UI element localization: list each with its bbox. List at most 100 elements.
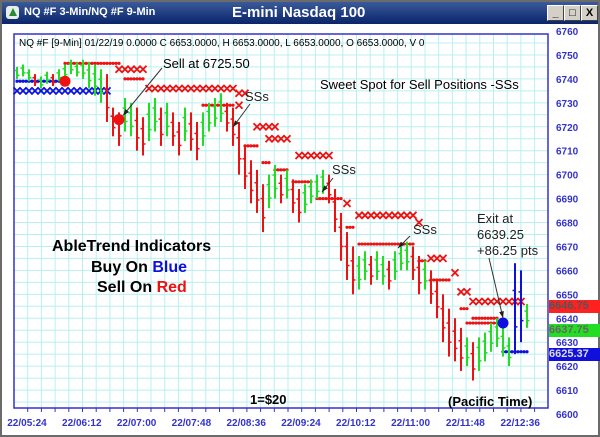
minimize-button[interactable]: _	[547, 5, 564, 21]
stop-x-mark	[204, 84, 214, 93]
stop-x-mark	[474, 297, 484, 306]
x-tick-label: 22/09:24	[281, 418, 321, 429]
stop-dot	[483, 316, 487, 320]
y-tick-label: 6620	[556, 362, 579, 373]
stop-x-mark	[264, 122, 274, 131]
stop-x-mark	[450, 268, 460, 277]
y-tick-label: 6660	[556, 266, 579, 277]
stop-x-mark	[486, 297, 496, 306]
stop-dot	[84, 61, 88, 65]
stop-x-mark	[222, 84, 232, 93]
stop-x-mark	[216, 84, 226, 93]
y-tick-label: 6670	[556, 242, 579, 253]
stop-x-mark	[78, 86, 88, 95]
y-tick-label: 6640	[556, 314, 579, 325]
stop-dot	[369, 242, 373, 246]
stop-x-mark	[390, 211, 400, 220]
stop-dot	[318, 196, 322, 201]
stop-dot	[252, 144, 256, 148]
stop-dot	[492, 316, 496, 320]
stop-dot	[108, 61, 112, 65]
maximize-button[interactable]: □	[564, 5, 581, 21]
stop-dot	[525, 350, 529, 354]
legend-buy: Buy On Blue	[91, 259, 187, 277]
stop-x-mark	[306, 151, 316, 160]
sweet-spot-annotation: Sweet Spot for Sell Positions -SSs	[320, 77, 519, 92]
chart-title: E-mini Nasdaq 100	[232, 4, 366, 21]
stop-dot	[93, 61, 97, 65]
stop-dot	[375, 242, 379, 246]
stop-dot	[24, 79, 28, 83]
stop-dot	[300, 180, 304, 184]
stop-dot	[351, 225, 355, 229]
stop-dot	[297, 180, 301, 184]
exit-arrow-head	[499, 311, 504, 318]
x-tick-label: 22/07:00	[117, 418, 157, 429]
stop-dot	[480, 316, 484, 320]
stop-dot	[30, 79, 34, 83]
exit-annotation: Exit at 6639.25 +86.25 pts	[477, 211, 538, 259]
stop-x-mark	[240, 89, 250, 98]
stop-dot	[141, 77, 145, 81]
stop-x-mark	[66, 86, 76, 95]
stop-x-mark	[498, 297, 508, 306]
stop-dot	[267, 161, 271, 165]
stop-dot	[483, 321, 487, 325]
stop-x-mark	[456, 287, 466, 297]
stop-x-mark	[480, 297, 490, 306]
stop-dot	[360, 242, 364, 246]
stop-dot	[294, 180, 298, 184]
y-tick-label: 6750	[556, 51, 579, 62]
stop-x-mark	[156, 84, 166, 93]
legend-title: AbleTrend Indicators	[52, 238, 212, 255]
stop-dot	[477, 321, 481, 325]
exit-arrow	[488, 257, 504, 319]
stop-x-mark	[276, 134, 286, 143]
stop-dot	[96, 61, 100, 65]
legend-sell-prefix: Sell On	[97, 279, 157, 296]
stop-dot	[519, 350, 523, 354]
stop-x-mark	[318, 151, 328, 160]
y-tick-label: 6690	[556, 195, 579, 206]
stop-dot	[345, 225, 349, 229]
title-bar[interactable]: NQ #F 3-Min/NQ #F 9-Min E-mini Nasdaq 10…	[2, 2, 598, 24]
y-tick-label: 6700	[556, 171, 579, 182]
sell-arrow-head	[123, 108, 130, 116]
stop-dot	[465, 321, 469, 325]
stop-dot	[474, 321, 478, 325]
stop-x-mark	[408, 211, 418, 220]
stop-dot	[306, 180, 310, 184]
stop-dot	[366, 242, 370, 246]
stop-dot	[396, 242, 400, 246]
stop-x-mark	[414, 218, 424, 227]
app-icon	[6, 6, 19, 19]
stop-dot	[471, 316, 475, 320]
stop-dot	[480, 321, 484, 325]
stop-dot	[261, 161, 265, 165]
stop-dot	[138, 77, 142, 81]
stop-dot	[276, 168, 280, 172]
stop-dot	[336, 196, 340, 201]
stop-x-mark	[12, 86, 22, 95]
stop-dot	[459, 307, 463, 311]
stop-dot	[129, 77, 133, 81]
y-tick-label: 6630	[556, 338, 579, 349]
close-button[interactable]: X	[581, 5, 598, 21]
stop-dot	[264, 161, 268, 165]
stop-dot	[357, 242, 361, 246]
point-value-label: 1=$20	[250, 392, 287, 407]
stop-dot	[303, 180, 307, 184]
exit-line-3: +86.25 pts	[477, 243, 539, 258]
stop-dot	[522, 350, 526, 354]
stop-x-mark	[42, 86, 52, 95]
stop-x-mark	[258, 122, 268, 131]
stop-dot	[15, 79, 19, 83]
sell-annotation: Sell at 6725.50	[163, 56, 250, 71]
y-tick-label: 6600	[556, 410, 579, 421]
stop-dot	[42, 79, 46, 83]
stop-x-mark	[48, 86, 58, 95]
stop-dot	[111, 61, 115, 65]
stop-x-mark	[84, 86, 94, 95]
stop-dot	[246, 144, 250, 148]
